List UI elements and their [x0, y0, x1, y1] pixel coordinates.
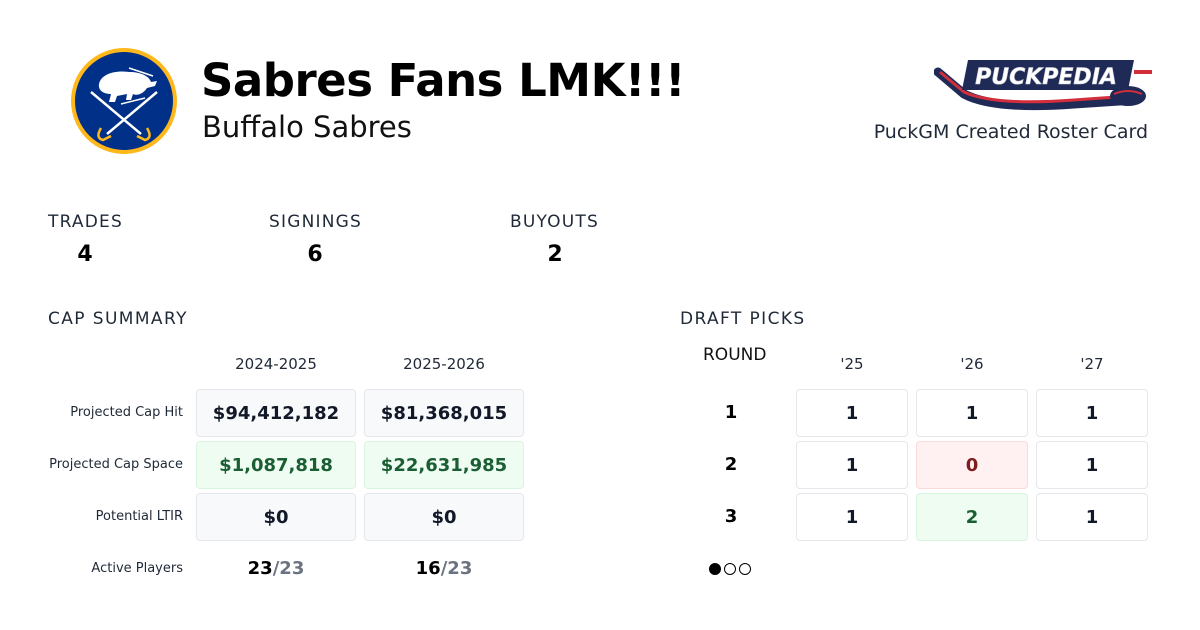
row-label-ltir: Potential LTIR — [95, 509, 183, 524]
stat-trades: TRADES 4 — [48, 212, 123, 267]
stat-value: 2 — [547, 242, 563, 267]
svg-text:PUCKPEDIA: PUCKPEDIA — [975, 65, 1117, 90]
year-header: '26 — [960, 355, 984, 373]
row-label-active-players: Active Players — [91, 561, 183, 576]
pagination-dots — [709, 563, 751, 575]
row-label-cap-hit: Projected Cap Hit — [70, 405, 183, 420]
round-header: ROUND — [703, 345, 767, 365]
pick-cell: 1 — [796, 493, 908, 541]
season-header: 2025-2026 — [403, 355, 485, 373]
page-dot[interactable] — [724, 563, 736, 575]
cap-summary-title: CAP SUMMARY — [48, 309, 188, 329]
stat-value: 4 — [77, 242, 93, 267]
row-label-cap-space: Projected Cap Space — [49, 457, 183, 472]
stat-label: SIGNINGS — [269, 212, 362, 232]
round-label: 3 — [724, 506, 738, 527]
cap-hit-2024-2025: $94,412,182 — [196, 389, 356, 437]
active-players-2024-2025: 23/23 — [196, 558, 356, 579]
round-label: 2 — [724, 454, 738, 475]
active-max: /23 — [440, 558, 473, 579]
pick-cell: 1 — [916, 389, 1028, 437]
pick-cell: 1 — [796, 389, 908, 437]
pick-cell: 1 — [1036, 441, 1148, 489]
year-header: '25 — [840, 355, 864, 373]
cap-space-2024-2025: $1,087,818 — [196, 441, 356, 489]
buffalo-sabres-logo-icon — [71, 48, 177, 154]
brand-caption: PuckGM Created Roster Card — [873, 121, 1148, 143]
pick-cell: 1 — [1036, 493, 1148, 541]
draft-picks-title: DRAFT PICKS — [680, 309, 806, 329]
season-header: 2024-2025 — [235, 355, 317, 373]
page-dot[interactable] — [739, 563, 751, 575]
stat-buyouts: BUYOUTS 2 — [510, 212, 600, 267]
pick-cell: 1 — [1036, 389, 1148, 437]
pick-cell-surplus: 2 — [916, 493, 1028, 541]
active-players-2025-2026: 16/23 — [364, 558, 524, 579]
stat-label: TRADES — [48, 212, 123, 232]
ltir-2024-2025: $0 — [196, 493, 356, 541]
team-name: Buffalo Sabres — [202, 110, 412, 144]
pick-cell-deficit: 0 — [916, 441, 1028, 489]
active-max: /23 — [272, 558, 305, 579]
ltir-2025-2026: $0 — [364, 493, 524, 541]
stat-signings: SIGNINGS 6 — [269, 212, 362, 267]
page-title: Sabres Fans LMK!!! — [201, 54, 686, 107]
stat-label: BUYOUTS — [510, 212, 599, 232]
year-header: '27 — [1080, 355, 1104, 373]
cap-space-2025-2026: $22,631,985 — [364, 441, 524, 489]
puckpedia-logo-icon: PUCKPEDIA — [934, 60, 1152, 111]
cap-hit-2025-2026: $81,368,015 — [364, 389, 524, 437]
stat-value: 6 — [307, 242, 323, 267]
round-label: 1 — [724, 402, 738, 423]
active-count: 23 — [247, 558, 273, 579]
active-count: 16 — [415, 558, 441, 579]
pick-cell: 1 — [796, 441, 908, 489]
page-dot-active[interactable] — [709, 563, 721, 575]
